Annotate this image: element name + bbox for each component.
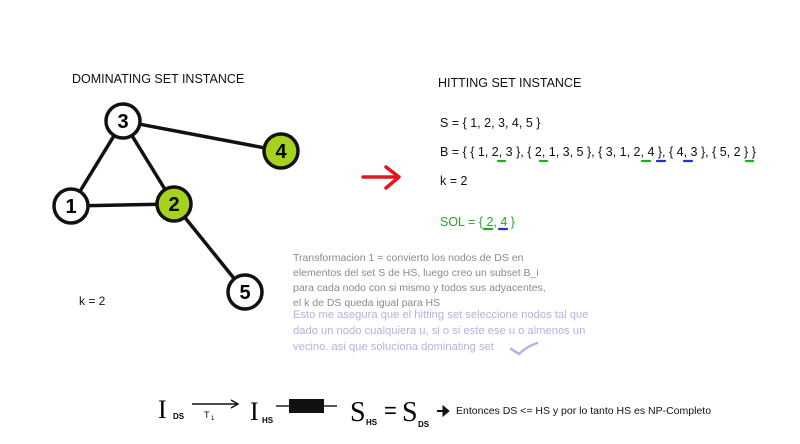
transformation-line: elementos del set S de HS, luego creo un… xyxy=(293,267,539,279)
dominating-set-title: DOMINATING SET INSTANCE xyxy=(72,72,245,86)
node-4 xyxy=(262,132,300,170)
node-2 xyxy=(155,185,193,223)
s-hs-subscript: HS xyxy=(366,418,378,427)
note-line: Esto me asegura que el hitting set selec… xyxy=(293,309,589,321)
black-box-icon xyxy=(289,399,324,413)
reduction-diagram: I DS T 1 I HS S HS = S DS xyxy=(158,395,450,429)
dominating-k-label: k = 2 xyxy=(79,294,106,308)
t1-letter: T xyxy=(204,410,210,420)
node-label-2: 2 xyxy=(168,194,179,216)
transformation-line: Transformacion 1 = convierto los nodos d… xyxy=(293,252,524,264)
edge-n3-n4 xyxy=(122,119,282,153)
s-hs-letter: S xyxy=(350,397,366,428)
node-3 xyxy=(104,102,142,140)
i-hs-letter: I xyxy=(250,397,259,426)
transform-arrow-icon xyxy=(192,399,240,409)
red-arrow-icon xyxy=(361,165,401,190)
implies-arrow-icon xyxy=(437,404,450,418)
hitting-set-title: HITTING SET INSTANCE xyxy=(438,76,582,90)
i-hs-subscript: HS xyxy=(262,416,274,425)
note-line: dado un nodo cualquiera u, si o si este … xyxy=(293,325,586,337)
node-5 xyxy=(226,273,264,311)
edge-n2-n5 xyxy=(172,202,247,294)
node-label-5: 5 xyxy=(239,282,250,304)
checkmark-icon xyxy=(509,341,539,356)
explanation-note: Esto me asegura que el hitting set selec… xyxy=(293,307,588,355)
conclusion-text: Entonces DS <= HS y por lo tanto HS es N… xyxy=(456,405,712,417)
graph-nodes: 1 2 3 4 5 xyxy=(52,102,300,311)
node-label-3: 3 xyxy=(117,111,128,133)
hitting-b-line: B = { { 1, 2, 3 }, { 2, 1, 3, 5 }, { 3, … xyxy=(440,145,756,159)
transformation-line: el k de DS queda igual para HS xyxy=(293,297,441,309)
node-label-4: 4 xyxy=(275,141,287,163)
s-ds-subscript: DS xyxy=(418,420,430,429)
i-ds-letter: I xyxy=(158,395,167,424)
t1-subscript: 1 xyxy=(211,416,215,422)
hitting-k-label: k = 2 xyxy=(440,174,468,188)
node-1 xyxy=(52,187,90,225)
transformation-text: Transformacion 1 = convierto los nodos d… xyxy=(293,251,546,311)
equals-sign: = xyxy=(384,398,397,423)
i-ds-subscript: DS xyxy=(173,412,185,421)
node-label-1: 1 xyxy=(65,196,76,218)
s-ds-letter: S xyxy=(402,397,418,428)
note-line: vecino. asi que soluciona dominating set xyxy=(293,341,494,353)
solution-label: SOL = { 2, 4 } xyxy=(440,215,515,229)
hitting-s-line: S = { 1, 2, 3, 4, 5 } xyxy=(440,116,541,130)
transformation-line: para cada nodo con si mismo y todos sus … xyxy=(293,282,546,294)
